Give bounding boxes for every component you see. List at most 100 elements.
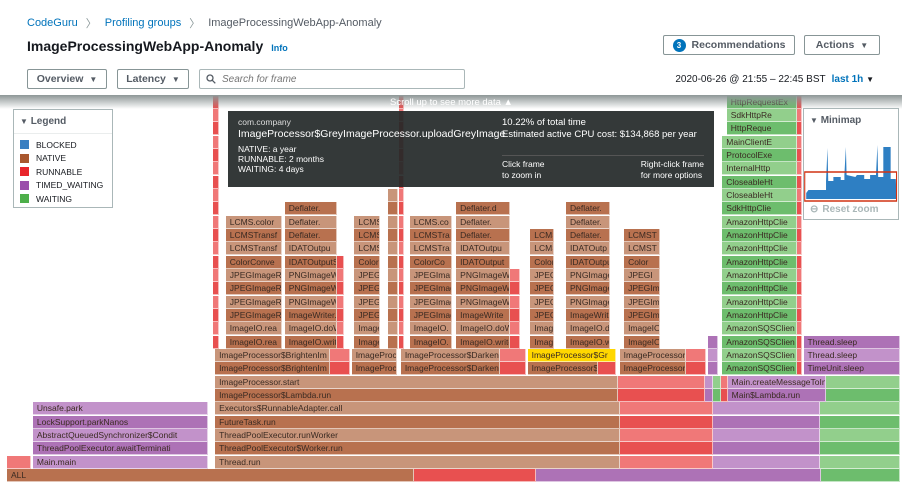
flame-frame[interactable]: MainClientE [722,135,798,149]
flame-frame[interactable]: ImageProcessor$Up [619,349,686,363]
flame-frame[interactable]: JPEGImag [409,309,452,323]
flame-frame[interactable] [619,402,714,416]
flame-frame[interactable]: Deflater. [284,202,338,216]
flame-frame[interactable] [797,189,803,203]
flame-frame[interactable]: ProtocolExe [722,149,798,163]
flame-frame[interactable] [213,162,219,176]
flame-frame[interactable] [337,282,344,296]
flame-frame[interactable]: ThreadPoolExecutor$Worker.run [215,442,620,456]
search-input[interactable] [222,73,452,85]
flame-frame[interactable] [797,135,803,149]
flame-frame[interactable] [399,309,405,323]
flame-frame[interactable] [388,242,399,256]
flame-frame[interactable]: Color [354,255,381,269]
flame-frame[interactable]: IDATOutpu [284,242,338,256]
flame-frame[interactable] [388,215,399,229]
flame-frame[interactable] [705,389,714,403]
flame-frame[interactable] [399,255,405,269]
flame-frame[interactable]: Thread.sleep [803,335,900,349]
flame-frame[interactable] [619,415,714,429]
flame-frame[interactable] [705,375,714,389]
flame-frame[interactable] [509,309,521,323]
flame-frame[interactable]: SdkHttpClie [722,202,798,216]
flame-frame[interactable]: ImageProcessor$Gr [527,362,599,376]
flame-frame[interactable] [399,215,405,229]
flame-frame[interactable]: JPEGImageRe [225,295,283,309]
flame-frame[interactable]: ImageProc [351,362,398,376]
flame-frame[interactable]: PNGImageWrit [284,295,338,309]
flame-frame[interactable]: LCMS.color [225,215,283,229]
flame-frame[interactable]: ImageIO.writ [284,335,338,349]
flame-frame[interactable]: JPEGImageRe [225,309,283,323]
flame-frame[interactable] [713,389,722,403]
flame-frame[interactable] [797,255,803,269]
flame-frame[interactable]: JPEGIm [624,282,660,296]
flame-frame[interactable]: ImageProcessor$Lambda.run [215,389,618,403]
flame-frame[interactable] [399,242,405,256]
flame-frame[interactable]: AmazonSQSClien [722,362,798,376]
flame-frame[interactable] [213,322,219,336]
flame-frame[interactable]: Thread.run [215,455,620,469]
flame-frame[interactable] [721,375,728,389]
flame-frame[interactable] [213,309,219,323]
flame-frame[interactable] [509,322,521,336]
flame-frame[interactable]: ImageProcessor$Up [619,362,686,376]
flame-frame[interactable]: AmazonSQSClien [722,322,798,336]
flame-frame[interactable]: JPEGI [530,269,555,283]
flame-frame[interactable] [337,269,344,283]
flame-frame[interactable] [713,415,820,429]
flame-frame[interactable]: ImageIO.rea [225,335,283,349]
flame-frame[interactable] [797,335,803,349]
flame-frame[interactable]: ImageIO.doWr [456,322,510,336]
flame-frame[interactable]: AmazonSQSClien [722,335,798,349]
flame-frame[interactable] [797,215,803,229]
recommendations-button[interactable]: 3 Recommendations [663,35,795,55]
flame-frame[interactable] [337,255,344,269]
flame-frame[interactable] [797,295,803,309]
flame-frame[interactable]: LCMST [530,242,555,256]
flame-frame[interactable]: Color [530,255,555,269]
flame-frame[interactable] [337,295,344,309]
flame-frame[interactable] [619,455,714,469]
flame-frame[interactable]: LCMSTransf [225,229,283,243]
flame-frame[interactable] [797,109,803,123]
flame-frame[interactable]: PNGImageW [566,269,610,283]
flame-frame[interactable] [708,349,718,363]
flame-frame[interactable] [821,469,900,482]
flame-frame[interactable]: ImageProcessor$DarkenIm [400,349,500,363]
flame-frame[interactable] [797,149,803,163]
flame-frame[interactable]: Deflater. [284,229,338,243]
flame-frame[interactable] [213,175,219,189]
flame-frame[interactable] [399,295,405,309]
flame-frame[interactable]: CloseableHt [722,175,798,189]
flame-frame[interactable]: AbstractQueuedSynchronizer$Condit [32,429,208,442]
flame-frame[interactable]: ImageIO. [409,322,452,336]
flame-frame[interactable]: Color [624,255,660,269]
flame-frame[interactable]: ThreadPoolExecutor.runWorker [215,429,620,442]
flame-frame[interactable] [819,415,900,429]
flame-frame[interactable]: Deflater. [566,202,610,216]
flame-frame[interactable]: Unsafe.park [32,402,208,416]
flame-frame[interactable] [708,362,718,376]
flame-frame[interactable] [388,322,399,336]
flame-frame[interactable] [797,229,803,243]
flame-frame[interactable]: JPEGImag [409,295,452,309]
flame-frame[interactable] [617,375,706,389]
flame-frame[interactable]: ImageProcessor$BrightenIm [215,362,331,376]
breadcrumb-profiling-groups[interactable]: Profiling groups [104,17,182,29]
flame-frame[interactable] [213,229,219,243]
flame-frame[interactable] [509,295,521,309]
flame-frame[interactable] [213,109,219,123]
flame-frame[interactable]: AmazonHttpClie [722,215,798,229]
flame-frame[interactable] [213,122,219,136]
flame-frame[interactable] [388,282,399,296]
flame-frame[interactable] [399,189,405,203]
flame-frame[interactable]: JPEGImageRe [225,282,283,296]
flame-frame[interactable] [213,189,219,203]
flame-frame[interactable] [708,335,718,349]
flame-frame[interactable]: IDATOutput [456,255,510,269]
flame-frame[interactable] [7,455,32,469]
flame-frame[interactable]: ImageIO.rea [225,322,283,336]
flame-frame[interactable] [213,242,219,256]
flame-frame[interactable]: Main.main [32,455,208,469]
